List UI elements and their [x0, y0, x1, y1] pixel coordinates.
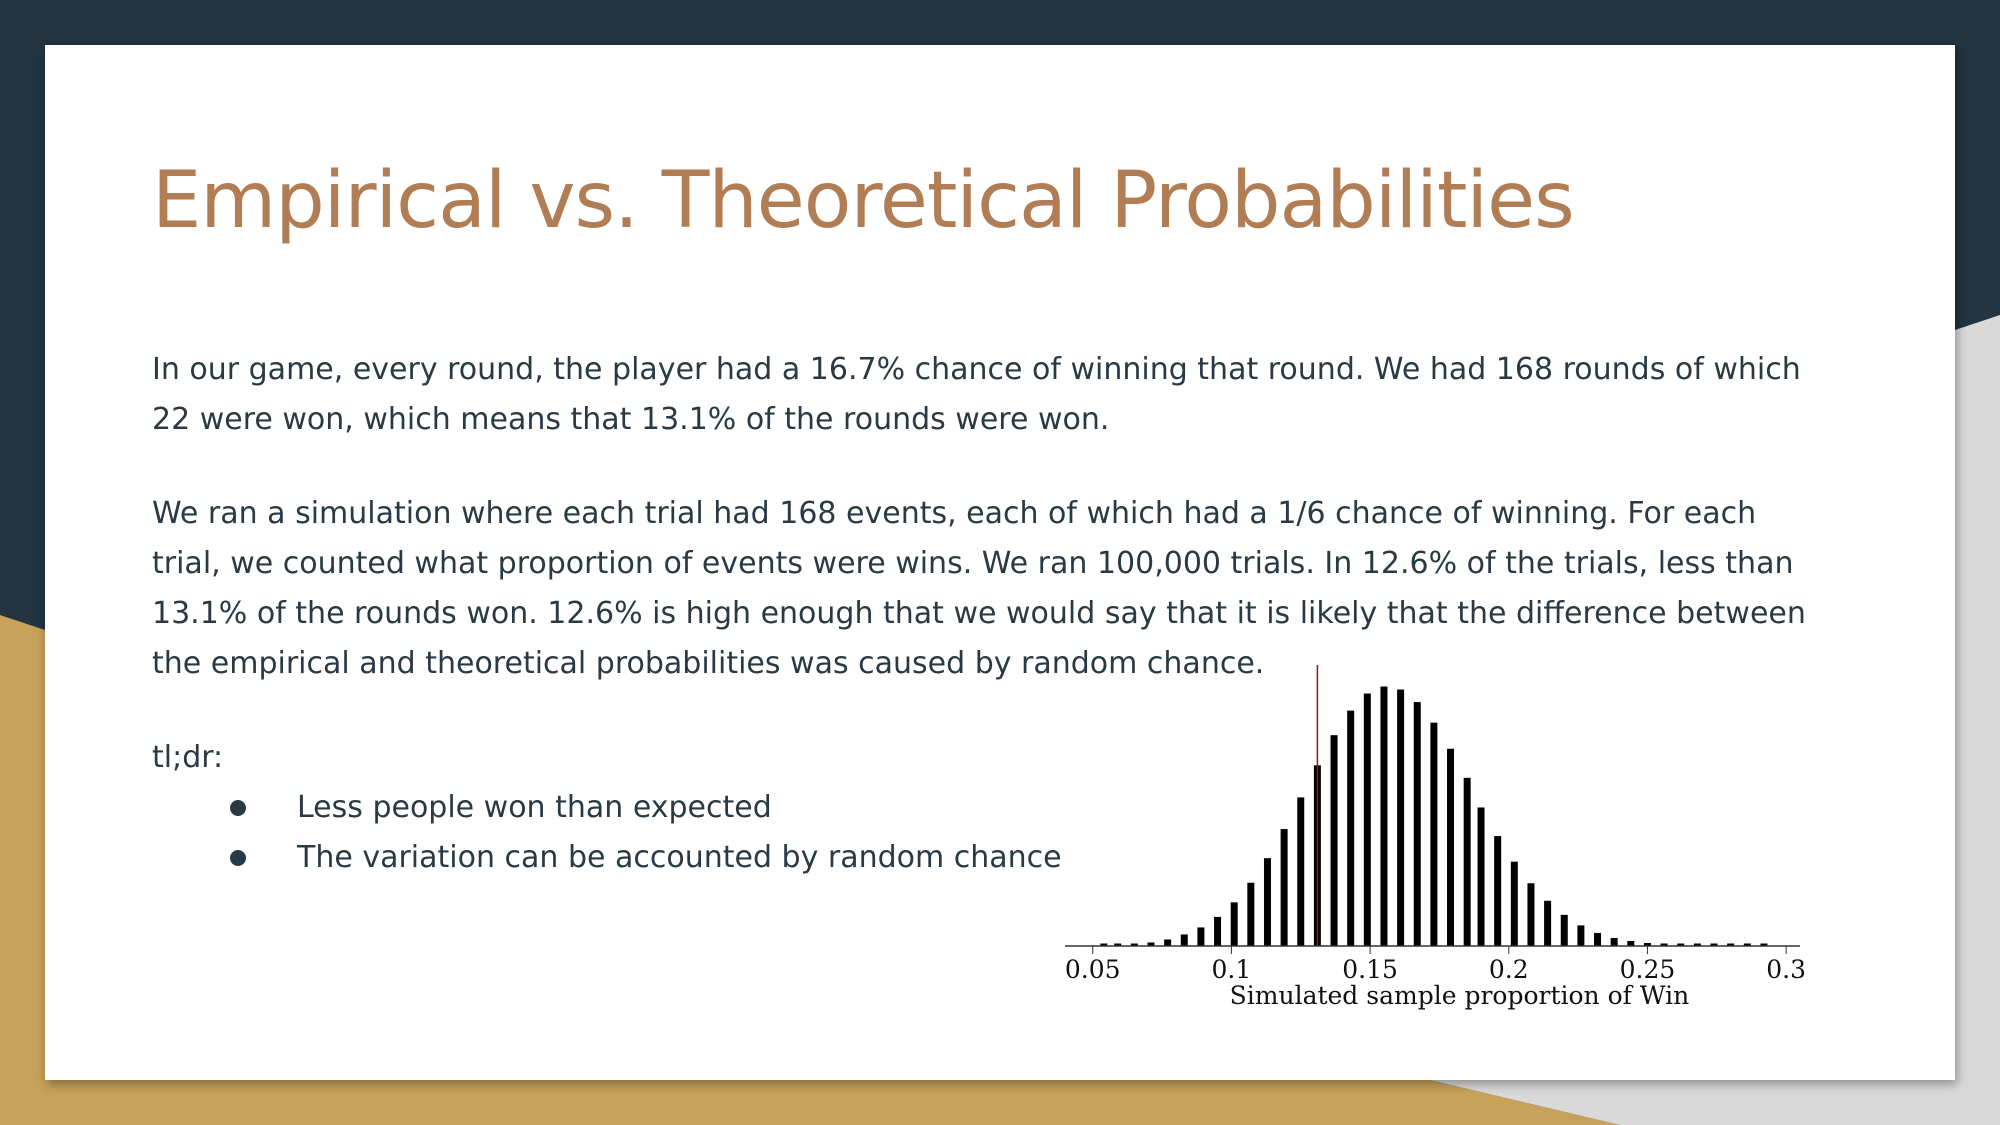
histogram-bar [1430, 722, 1438, 946]
bullet-text: The variation can be accounted by random… [297, 840, 1062, 875]
histogram-bar [1363, 693, 1371, 946]
x-axis-ticks: 0.05 0.1 0.15 0.2 0.25 0.3 [1065, 946, 1806, 984]
histogram-bar [1693, 943, 1701, 946]
x-tick-label: 0.1 [1212, 955, 1252, 984]
histogram-bar [1463, 777, 1471, 946]
x-tick-label: 0.3 [1766, 955, 1806, 984]
histogram-bar [1660, 943, 1668, 946]
histogram-bar [1494, 836, 1502, 946]
bullet-item: The variation can be accounted by random… [215, 833, 1062, 883]
histogram-bars [1100, 686, 1768, 946]
histogram-bar [1594, 932, 1602, 946]
x-tick-label: 0.05 [1065, 955, 1121, 984]
histogram-bar [1447, 748, 1455, 946]
histogram-bar [1677, 943, 1685, 946]
x-tick-label: 0.15 [1342, 955, 1398, 984]
histogram-bar [1477, 807, 1485, 946]
x-axis-label: Simulated sample proportion of Win [1230, 981, 1690, 1010]
bullet-item: Less people won than expected [215, 783, 1062, 833]
histogram-bar [1577, 925, 1585, 946]
histogram-bar [1114, 943, 1122, 946]
bullet-dot-icon [230, 800, 246, 816]
tldr-bullet-list: Less people won than expected The variat… [215, 783, 1062, 883]
simulation-histogram: 0.05 0.1 0.15 0.2 0.25 0.3 Simulated sample p… [1065, 665, 1806, 1010]
slide [45, 45, 1955, 1080]
histogram-bar [1164, 939, 1172, 946]
histogram-bar [1230, 902, 1238, 946]
histogram-bar [1247, 882, 1255, 946]
histogram-bar [1760, 943, 1768, 946]
gold-accent-bottom [0, 1080, 1620, 1125]
bullet-dot-icon [230, 850, 246, 866]
histogram-bar [1743, 943, 1751, 946]
paragraph-simulation: We ran a simulation where each trial had… [152, 496, 1806, 681]
histogram-bar [1510, 861, 1518, 946]
bullet-text: Less people won than expected [297, 790, 772, 825]
histogram-bar [1560, 914, 1568, 946]
histogram-bar [1280, 829, 1288, 946]
histogram-bar [1643, 942, 1651, 946]
histogram-bar [1710, 943, 1718, 946]
histogram-bar [1347, 710, 1355, 946]
x-tick-label: 0.25 [1620, 955, 1676, 984]
gold-accent-left [0, 615, 45, 1125]
histogram-bar [1544, 900, 1552, 946]
histogram-bar [1610, 937, 1618, 946]
histogram-bar [1147, 942, 1155, 946]
histogram-bar [1130, 943, 1138, 946]
x-tick-label: 0.2 [1489, 955, 1529, 984]
histogram-bar [1263, 858, 1271, 946]
histogram-bar [1297, 797, 1305, 946]
histogram-bar [1397, 689, 1405, 946]
histogram-bar [1330, 735, 1338, 946]
histogram-bar [1727, 943, 1735, 946]
tldr-label: tl;dr: [152, 740, 224, 775]
slide-title: Empirical vs. Theoretical Probabilities [152, 156, 1575, 246]
histogram-bar [1380, 686, 1388, 946]
paragraph-game-summary: In our game, every round, the player had… [152, 352, 1801, 437]
histogram-bar [1214, 916, 1222, 946]
histogram-bar [1197, 927, 1205, 946]
histogram-bar [1413, 702, 1421, 946]
histogram-bar [1180, 934, 1188, 946]
histogram-bar [1100, 943, 1108, 946]
histogram-bar [1627, 940, 1635, 946]
histogram-bar [1527, 883, 1535, 946]
